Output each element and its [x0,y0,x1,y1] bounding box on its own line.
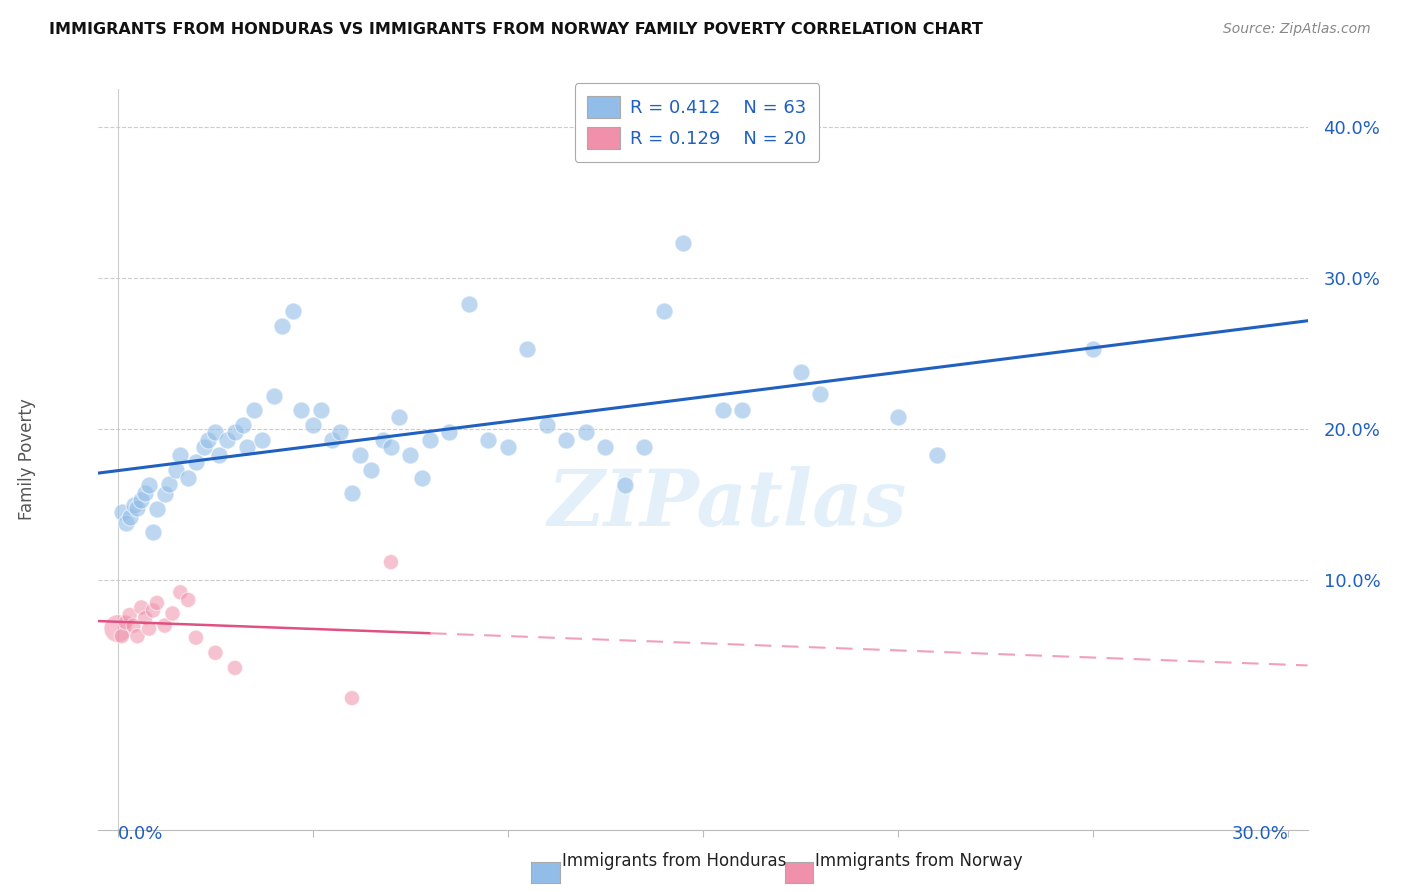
Point [122,498,145,512]
Point [711,402,734,417]
Point [184,631,207,645]
Point [439,425,461,440]
Point [204,425,226,440]
Point [340,485,363,500]
Point [118,607,141,622]
Point [127,500,149,515]
Point [388,410,411,425]
Point [555,433,578,447]
Point [131,600,153,615]
Point [373,433,395,447]
Text: IMMIGRANTS FROM HONDURAS VS IMMIGRANTS FROM NORWAY FAMILY POVERTY CORRELATION CH: IMMIGRANTS FROM HONDURAS VS IMMIGRANTS F… [49,22,983,37]
Point [138,622,160,636]
Point [399,448,422,462]
Point [197,433,219,447]
Point [111,629,134,643]
Point [193,440,215,454]
Point [107,622,129,636]
Point [1081,342,1104,356]
Point [127,629,149,643]
Point [153,487,176,501]
Point [235,440,257,454]
Text: 30.0%: 30.0% [1232,825,1288,843]
Point [477,433,499,447]
Point [614,478,637,492]
Point [146,502,169,516]
Point [138,478,160,492]
Point [162,607,184,621]
Point [153,618,176,632]
Point [516,342,538,356]
Point [411,470,433,484]
Point [184,455,207,469]
Point [808,387,831,401]
Text: ZIPatlas: ZIPatlas [547,466,907,542]
Point [652,304,675,318]
Point [134,485,156,500]
Point [111,505,134,519]
Point [122,618,145,632]
Point [575,425,598,440]
Text: Immigrants from Honduras: Immigrants from Honduras [562,852,787,870]
Point [283,304,305,318]
Point [536,417,558,432]
Point [789,365,811,379]
Point [224,425,246,440]
Point [243,402,266,417]
Point [380,555,402,569]
Point [204,646,226,660]
Point [321,433,343,447]
Point [131,493,153,508]
Point [177,470,200,484]
Point [114,516,136,530]
Point [595,440,617,454]
Point [419,433,441,447]
Point [380,440,402,454]
Point [309,402,332,417]
Point [169,448,191,462]
Point [360,463,382,477]
Point [224,661,246,675]
Legend: R = 0.412    N = 63, R = 0.129    N = 20: R = 0.412 N = 63, R = 0.129 N = 20 [575,84,820,161]
Point [496,440,519,454]
Point [252,433,274,447]
Point [290,402,312,417]
Point [731,402,754,417]
Point [217,433,239,447]
Point [633,440,655,454]
Point [329,425,352,440]
Point [157,476,180,491]
Text: Immigrants from Norway: Immigrants from Norway [815,852,1024,870]
Point [887,410,910,425]
Point [169,585,191,599]
Point [458,297,481,311]
Point [340,691,363,706]
Point [232,417,254,432]
Point [142,603,165,617]
Point [177,593,200,607]
Y-axis label: Family Poverty: Family Poverty [18,399,37,520]
Point [142,524,165,539]
Point [114,615,136,630]
Point [208,448,231,462]
Point [925,448,948,462]
Point [263,389,285,403]
Point [672,236,695,251]
Text: 0.0%: 0.0% [118,825,163,843]
Point [134,611,156,625]
Point [118,509,141,524]
Point [270,319,292,334]
Point [302,417,325,432]
Point [146,596,169,610]
Text: Source: ZipAtlas.com: Source: ZipAtlas.com [1223,22,1371,37]
Point [349,448,371,462]
Point [165,463,187,477]
